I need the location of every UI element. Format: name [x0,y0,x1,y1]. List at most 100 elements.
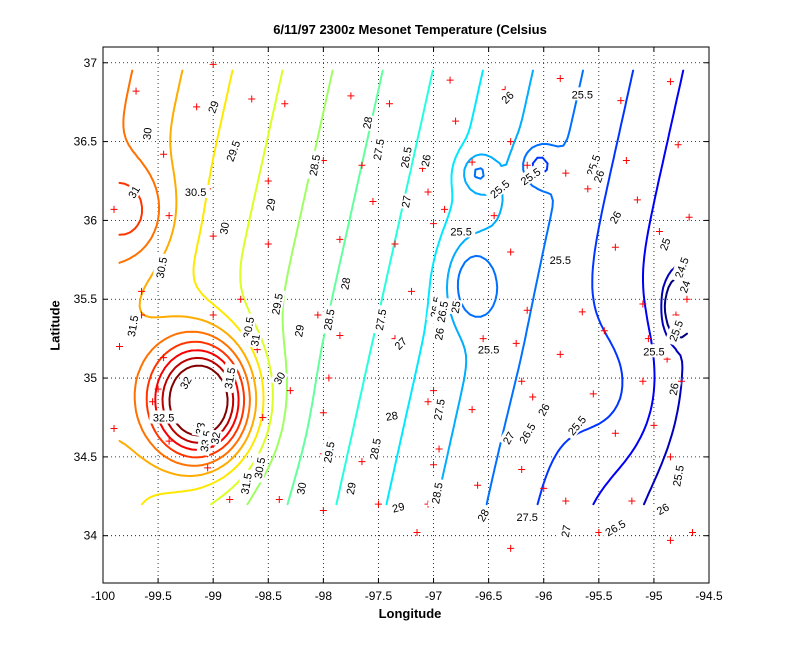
contour-label: 27 [397,192,414,211]
x-axis-ticks: -100 -99.5 -99 -98.5 -98 -97.5 -97 -96.5 -96 -95.… [91,47,723,603]
station-marker [336,331,344,339]
contour-label: 28 [359,113,375,132]
y-tick-label: 34.5 [74,450,98,464]
y-tick-label: 36.5 [74,135,98,149]
station-marker [474,481,482,489]
station-marker [446,76,454,84]
contour-label-text: 24 [678,279,693,295]
contour-label-background [123,310,142,342]
contour-label-background [246,331,263,349]
contour-label-text: 27.5 [432,398,448,421]
contour-label-background [342,479,359,497]
contour-label-background [365,433,384,465]
contour-label: 29 [389,498,408,516]
station-marker [666,453,674,461]
station-marker [226,495,234,503]
contour-label: 29.5 [319,437,338,468]
station-marker [633,196,641,204]
station-marker [529,393,537,401]
station-marker [688,529,696,537]
contour-label-text: 27 [400,195,414,209]
station-marker [259,413,267,421]
contour-label-text: 31 [249,333,263,347]
contour-label: 30.5 [181,185,210,199]
contour-label-text: 25.5 [550,255,571,267]
contour-label-background [655,234,674,254]
contour-label-background [557,522,574,540]
contour-label-text: 27.5 [374,308,390,331]
station-marker [319,409,327,417]
contour-label-background [668,460,687,491]
station-marker [523,161,531,169]
contour-label-text: 25.5 [671,464,687,487]
contour-label: 29.5 [267,288,286,320]
station-marker [325,374,333,382]
contour-label: 25.5 [639,344,669,358]
contour-line [385,69,484,506]
station-marker [639,300,647,308]
station-marker [347,92,355,100]
contour-label-background [397,192,414,211]
contour-label-background [204,97,222,117]
contour-label-text: 28.5 [430,482,446,505]
contour-label-background [207,429,223,447]
contour-label-background [664,315,687,347]
contour-label-text: 29 [206,99,221,115]
contour-label-background [369,134,387,165]
contour-label: 32 [207,429,223,447]
station-marker [622,157,630,165]
y-tick-label: 35 [84,371,98,385]
x-tick-label: -95.5 [585,589,613,603]
contour-label-text: 25.5 [643,346,664,358]
station-marker [358,161,366,169]
contour-label-background [513,509,542,523]
contour-label: 27.5 [513,509,542,524]
contour-label-background [152,252,170,283]
contour-label-background [446,224,476,238]
contour-label: 28 [337,274,353,293]
contour-label-text: 26 [536,402,553,419]
station-marker [677,377,685,385]
contour-label: 29 [204,97,222,117]
contour-label: 27.5 [369,134,387,165]
contour-label-background [382,407,401,424]
contour-label-background [221,135,244,167]
contour-label: 25.5 [568,87,597,101]
contour-label: 25.5 [474,342,503,357]
station-marker [319,506,327,514]
station-marker [424,188,432,196]
contour-label-background [175,372,195,393]
station-marker [507,248,515,256]
contour-label: 28 [473,505,492,525]
station-marker [507,544,515,552]
station-marker [413,529,421,537]
contour-line [531,69,635,506]
station-marker [314,311,322,319]
contour-label: 30 [215,219,232,237]
station-marker [562,169,570,177]
contour-label-text: 26 [608,209,625,226]
contour-label: 26.5 [433,296,451,327]
contour-label-background [262,195,278,214]
station-marker [430,387,438,395]
station-marker [160,150,168,158]
contour-label-text: 31.5 [239,472,255,495]
station-marker [336,235,344,243]
contour-label-background [250,452,268,483]
station-marker [611,429,619,437]
contour-label-background [639,344,669,358]
contour-label-background [427,477,446,509]
contour-label-background [474,342,503,356]
station-marker [160,354,168,362]
contour-label-text: 25 [450,300,464,314]
contour-label: 25 [655,234,674,254]
contour-label-background [665,380,681,398]
contour-label-background [269,368,289,388]
contour-label: 26 [430,325,447,343]
station-marker [209,311,217,319]
station-marker [600,327,608,335]
contour-label-text: 27 [501,430,518,447]
station-marker [430,220,438,228]
station-marker [369,197,377,205]
contour-label-background [319,304,338,335]
